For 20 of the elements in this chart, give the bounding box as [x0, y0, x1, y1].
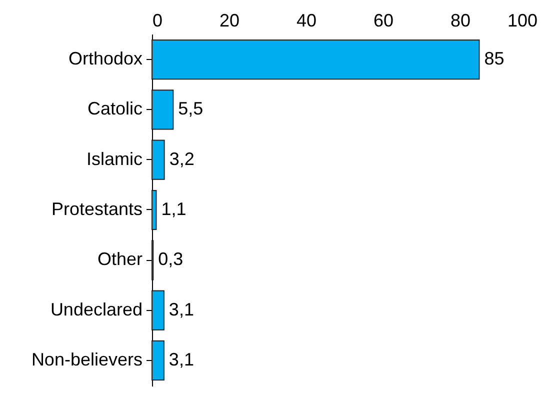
- y-tick-label: Orthodox: [68, 48, 142, 69]
- x-tick-label: 80: [450, 10, 471, 30]
- x-tick-label: 20: [219, 10, 240, 30]
- data-label: 0,3: [158, 249, 184, 270]
- y-tick-label: Islamic: [86, 148, 142, 169]
- data-label: 3,1: [168, 349, 194, 370]
- x-tick-label: 0: [152, 10, 163, 30]
- y-tick-label: Other: [97, 249, 142, 270]
- y-tick-label: Non-believers: [31, 349, 142, 370]
- data-label: 3,2: [169, 148, 194, 169]
- x-tick-label: 40: [296, 10, 317, 30]
- data-label: 5,5: [178, 98, 204, 119]
- y-tick-label: Catolic: [87, 98, 142, 119]
- x-tick-label: 100: [507, 10, 538, 30]
- y-tick-label: Undeclared: [50, 299, 142, 320]
- data-label: 85: [484, 48, 504, 69]
- data-label: 3,1: [168, 299, 194, 320]
- y-tick-label: Protestants: [51, 199, 142, 219]
- data-label: 1,1: [161, 199, 186, 219]
- x-tick-label: 60: [373, 10, 394, 30]
